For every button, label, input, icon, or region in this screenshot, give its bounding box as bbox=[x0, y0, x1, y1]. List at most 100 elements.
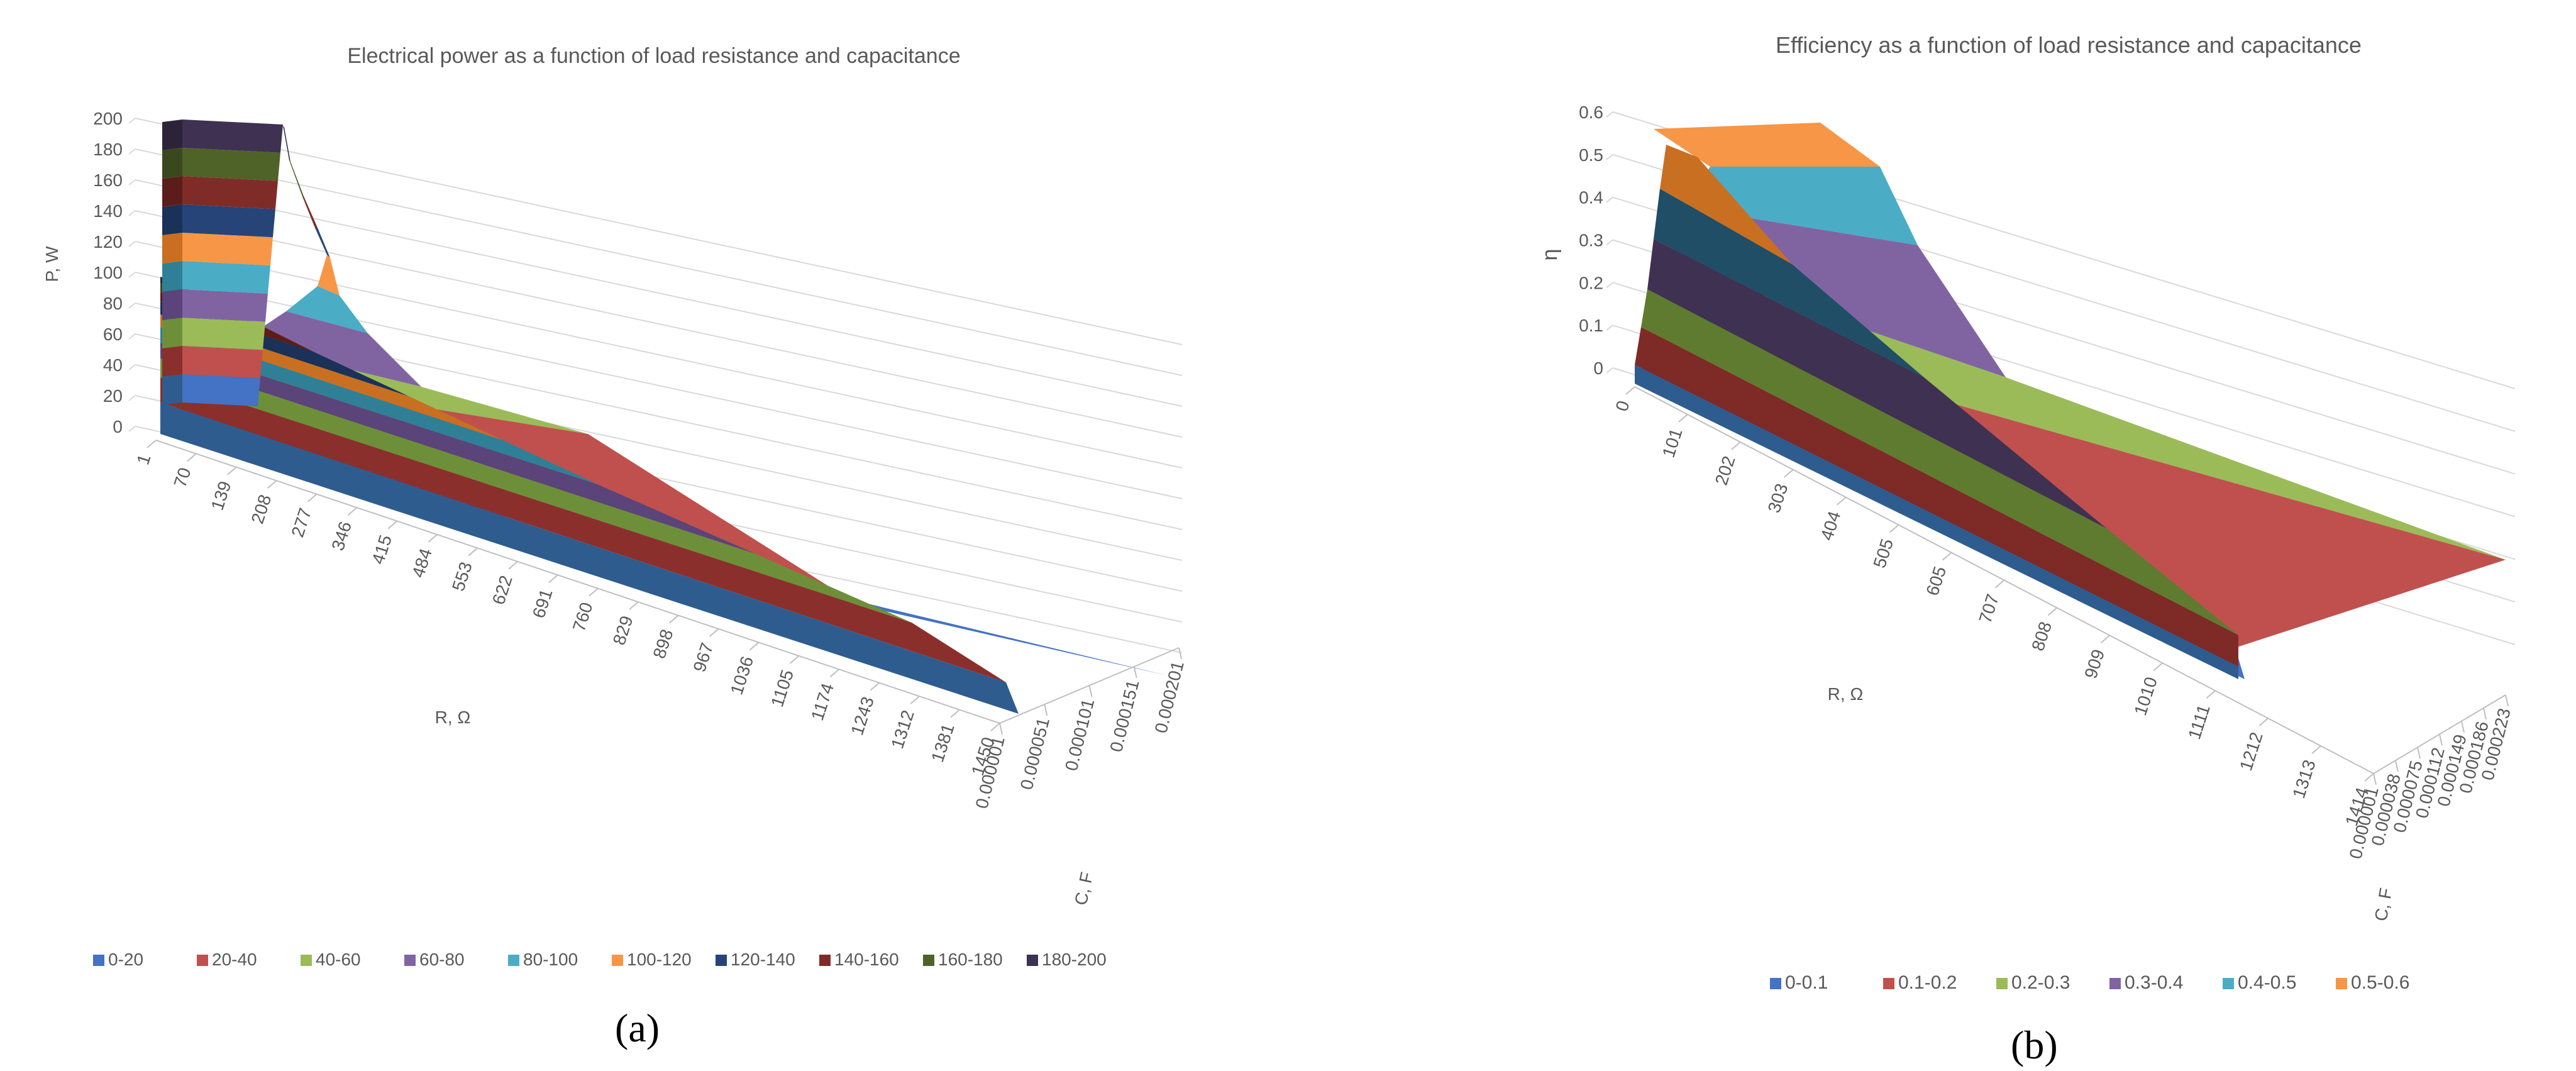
b-x-tick bbox=[1837, 496, 1847, 506]
a-spike-side-0-20 bbox=[162, 374, 182, 405]
a-gridline-stub bbox=[128, 395, 136, 401]
a-spike-band-140-160 bbox=[182, 176, 278, 209]
b-band-side-0.5-0.6 bbox=[1660, 145, 1792, 264]
a-x-tick bbox=[669, 614, 679, 624]
a-spike-band-40-60 bbox=[182, 318, 265, 350]
a-x-tick bbox=[829, 669, 840, 678]
a-x-tick-label: 277 bbox=[287, 506, 315, 540]
a-x-tick bbox=[990, 723, 1000, 731]
a-legend-label: 0-20 bbox=[108, 950, 143, 969]
a-band-side-40-60 bbox=[160, 358, 912, 623]
a-y-tick bbox=[1088, 685, 1093, 697]
chart-a-x-axis-title: R, Ω bbox=[435, 708, 471, 727]
b-gridline-stub bbox=[1606, 282, 1613, 289]
a-spike-band-80-100 bbox=[182, 261, 270, 294]
a-x-tick bbox=[187, 453, 197, 462]
b-legend-label: 0-0.1 bbox=[1785, 972, 1828, 993]
a-x-tick bbox=[870, 682, 880, 691]
a-spike-band-160-180 bbox=[182, 148, 280, 181]
a-y-tick bbox=[1133, 666, 1137, 679]
a-x-tick-label: 1381 bbox=[927, 721, 958, 765]
a-legend-swatch bbox=[923, 955, 934, 966]
a-spike-band-120-140 bbox=[182, 204, 275, 238]
chart-a-z-axis-title: P, W bbox=[42, 246, 62, 282]
b-legend-swatch bbox=[1770, 978, 1781, 989]
b-x-tick bbox=[2258, 718, 2269, 726]
a-x-tick bbox=[789, 655, 800, 664]
b-y-tick bbox=[2373, 773, 2377, 785]
a-x-tick-label: 346 bbox=[328, 519, 355, 553]
a-z-tick-label: 60 bbox=[103, 325, 123, 344]
b-x-tick bbox=[2206, 690, 2216, 699]
b-gridline-stub bbox=[1606, 111, 1613, 118]
a-gridline-stub bbox=[128, 333, 136, 340]
a-gridline-stub bbox=[128, 302, 136, 309]
b-y-tick bbox=[2395, 760, 2399, 772]
b-x-tick bbox=[1678, 414, 1688, 423]
a-spike-side-100-120 bbox=[162, 233, 182, 264]
b-y-axis-line bbox=[2373, 694, 2506, 774]
b-x-tick-label: 404 bbox=[1816, 509, 1844, 543]
b-x-tick bbox=[2153, 662, 2163, 672]
b-x-tick bbox=[1994, 579, 2005, 589]
a-y-tick bbox=[999, 723, 1003, 735]
a-band-180-200 bbox=[283, 126, 290, 162]
a-gridline-stub bbox=[128, 241, 136, 247]
b-x-tick-label: 303 bbox=[1764, 481, 1792, 515]
b-x-tick-label: 605 bbox=[1922, 564, 1950, 598]
b-x-tick bbox=[2311, 745, 2321, 754]
b-legend-swatch bbox=[2109, 978, 2121, 989]
a-gridline-stub bbox=[128, 364, 136, 370]
chart-b-y-axis-title: C, F bbox=[2371, 887, 2396, 923]
b-legend-swatch bbox=[2223, 978, 2234, 989]
panel-b-caption: (b) bbox=[2011, 1023, 2058, 1067]
a-gridline bbox=[135, 148, 1183, 376]
a-band-60-80 bbox=[239, 311, 421, 387]
b-x-tick bbox=[2047, 607, 2058, 616]
a-spike-band-0-20 bbox=[182, 374, 260, 406]
chart-b-surface bbox=[1635, 123, 2506, 679]
b-band-side-0.2-0.3 bbox=[1641, 289, 2238, 635]
b-band-side-0.1-0.2 bbox=[1635, 327, 2238, 667]
chart-b: Efficiency as a function of load resista… bbox=[1538, 32, 2516, 993]
a-x-tick bbox=[548, 574, 558, 584]
a-x-tick-label: 484 bbox=[408, 546, 436, 580]
a-legend-label: 80-100 bbox=[523, 950, 578, 969]
a-legend-swatch bbox=[716, 955, 727, 966]
b-legend-label: 0.4-0.5 bbox=[2238, 972, 2296, 993]
a-spike-side-180-200 bbox=[162, 119, 182, 150]
a-legend-label: 180-200 bbox=[1042, 950, 1107, 969]
a-z-tick-label: 200 bbox=[93, 109, 123, 128]
b-band-0.5-0.6 bbox=[1654, 123, 1880, 167]
chart-a-z-axis: 0 20 40 60 80 100 120 140 160 180 200 bbox=[93, 109, 123, 436]
a-z-tick-label: 160 bbox=[93, 170, 123, 190]
b-x-tick-label: 1212 bbox=[2236, 730, 2267, 773]
a-x-tick bbox=[950, 709, 960, 718]
a-x-tick-label: 553 bbox=[448, 560, 476, 594]
a-x-tick bbox=[347, 507, 358, 516]
b-z-tick-label: 0.1 bbox=[1579, 316, 1603, 335]
a-gridline bbox=[135, 241, 1183, 469]
a-z-tick-label: 140 bbox=[93, 201, 123, 221]
a-x-tick bbox=[910, 696, 920, 704]
a-x-tick-label: 415 bbox=[368, 533, 395, 567]
a-x-tick-label: 1105 bbox=[767, 667, 797, 709]
a-gridline-stub bbox=[128, 272, 136, 278]
a-legend-swatch bbox=[197, 955, 208, 966]
b-x-tick bbox=[1731, 441, 1741, 450]
a-spike-side-160-180 bbox=[162, 148, 182, 179]
b-band-side-0.3-0.4 bbox=[1647, 239, 2106, 528]
a-spike-side-20-40 bbox=[162, 346, 182, 377]
a-spike-side-40-60 bbox=[162, 318, 182, 348]
a-x-tick bbox=[146, 440, 157, 448]
b-z-tick-label: 0.6 bbox=[1579, 103, 1603, 122]
b-gridline-stub bbox=[1606, 196, 1613, 203]
a-band-120-140 bbox=[314, 226, 330, 258]
a-y-tick-label: 0.000201 bbox=[1151, 659, 1187, 735]
a-legend-swatch bbox=[508, 955, 519, 966]
a-spike-side-80-100 bbox=[162, 261, 182, 292]
a-x-tick-label: 1 bbox=[133, 452, 154, 467]
b-x-tick-label: 1313 bbox=[2289, 757, 2319, 801]
b-z-tick-label: 0.3 bbox=[1579, 231, 1603, 250]
